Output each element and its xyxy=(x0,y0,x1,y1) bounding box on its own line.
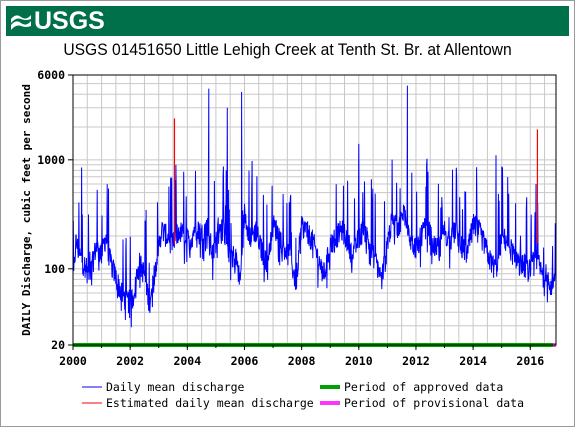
x-tick-label: 2014 xyxy=(459,354,487,368)
y-tick-label: 6000 xyxy=(37,68,65,82)
y-axis-label: DAILY Discharge, cubic feet per second xyxy=(20,84,33,336)
legend-item: Period of provisional data xyxy=(320,396,524,410)
x-tick-label: 2010 xyxy=(345,354,373,368)
plot-border xyxy=(72,74,557,346)
legend-swatch xyxy=(320,401,340,405)
legend-swatch xyxy=(320,385,340,389)
x-tick-label: 2004 xyxy=(173,354,201,368)
usgs-wave-icon xyxy=(11,15,31,30)
legend-label: Period of provisional data xyxy=(344,396,524,410)
legend-label: Estimated daily mean discharge xyxy=(106,396,314,410)
series-daily-mean-discharge xyxy=(72,85,557,328)
usgs-logo[interactable]: USGS xyxy=(10,8,105,34)
y-tick-label: 20 xyxy=(51,338,65,352)
legend-label: Period of approved data xyxy=(344,380,503,394)
y-tick-label: 1000 xyxy=(37,153,65,167)
chart-title: USGS 01451650 Little Lehigh Creek at Ten… xyxy=(63,40,512,59)
legend-item: Period of approved data xyxy=(320,380,503,394)
legend-item: Estimated daily mean discharge xyxy=(82,396,314,410)
y-tick-label: 100 xyxy=(44,262,65,276)
x-tick-label: 2012 xyxy=(402,354,430,368)
legend-label: Daily mean discharge xyxy=(106,380,245,394)
x-tick-label: 2008 xyxy=(288,354,316,368)
x-tick-label: 2000 xyxy=(59,354,87,368)
usgs-banner: USGS xyxy=(6,6,569,36)
plot-area xyxy=(73,75,556,345)
x-tick-label: 2016 xyxy=(516,354,544,368)
x-tick-label: 2006 xyxy=(231,354,259,368)
x-tick-label: 2002 xyxy=(116,354,144,368)
legend-item: Daily mean discharge xyxy=(82,380,245,394)
usgs-logo-text: USGS xyxy=(34,7,105,35)
